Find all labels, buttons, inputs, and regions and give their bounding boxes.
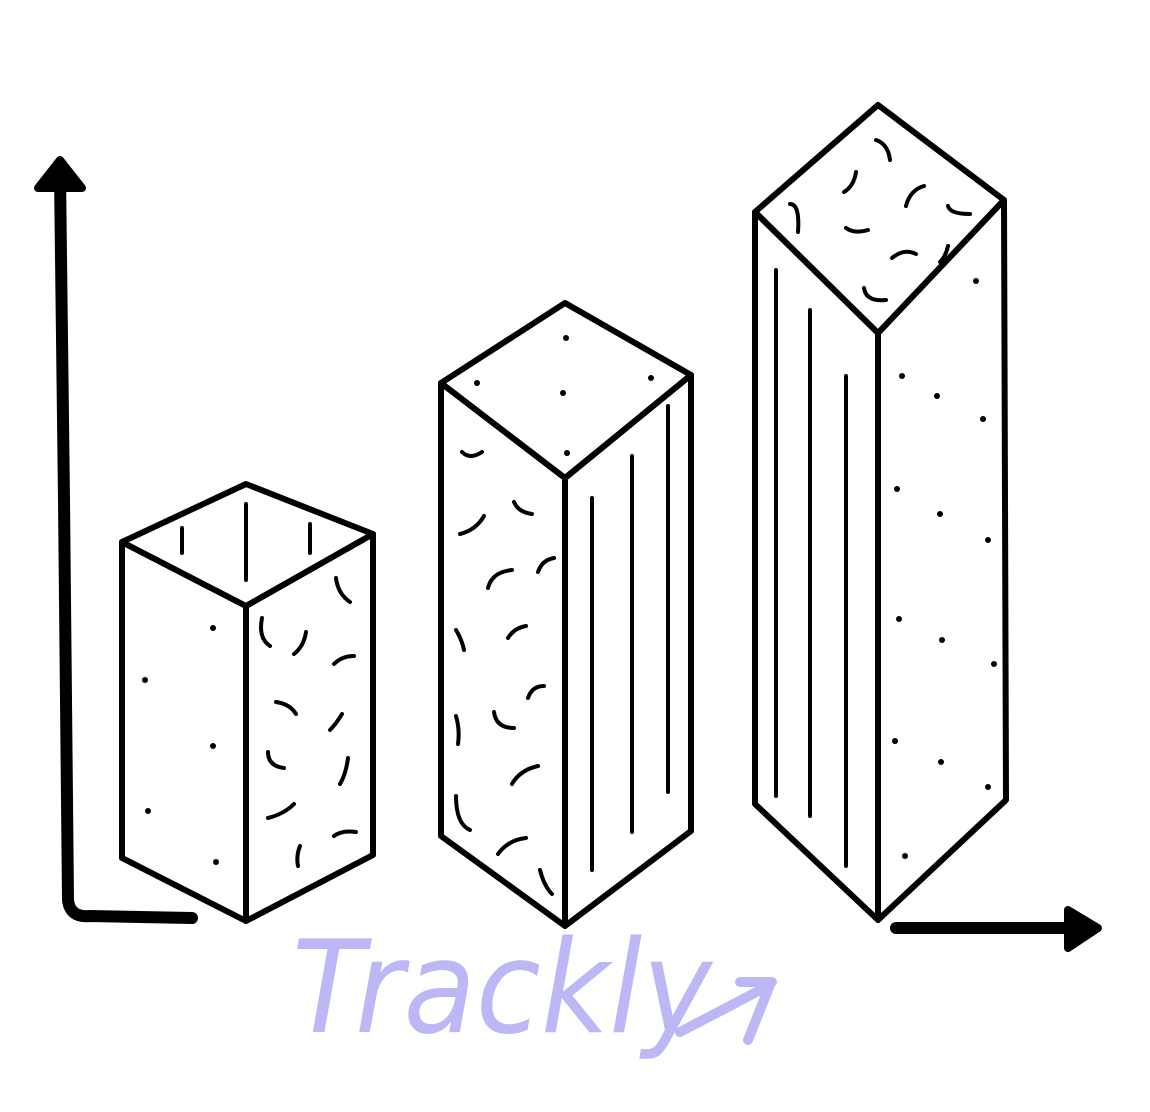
box-tall xyxy=(752,102,1009,923)
y-axis-arrow xyxy=(34,156,86,192)
y-axis xyxy=(54,169,198,924)
box-medium xyxy=(438,300,694,929)
axes xyxy=(34,156,1102,952)
box-small xyxy=(119,481,376,924)
x-axis-arrow xyxy=(1064,906,1102,952)
logo-arrow xyxy=(675,977,777,1045)
logo-text: Trackly xyxy=(292,914,714,1063)
